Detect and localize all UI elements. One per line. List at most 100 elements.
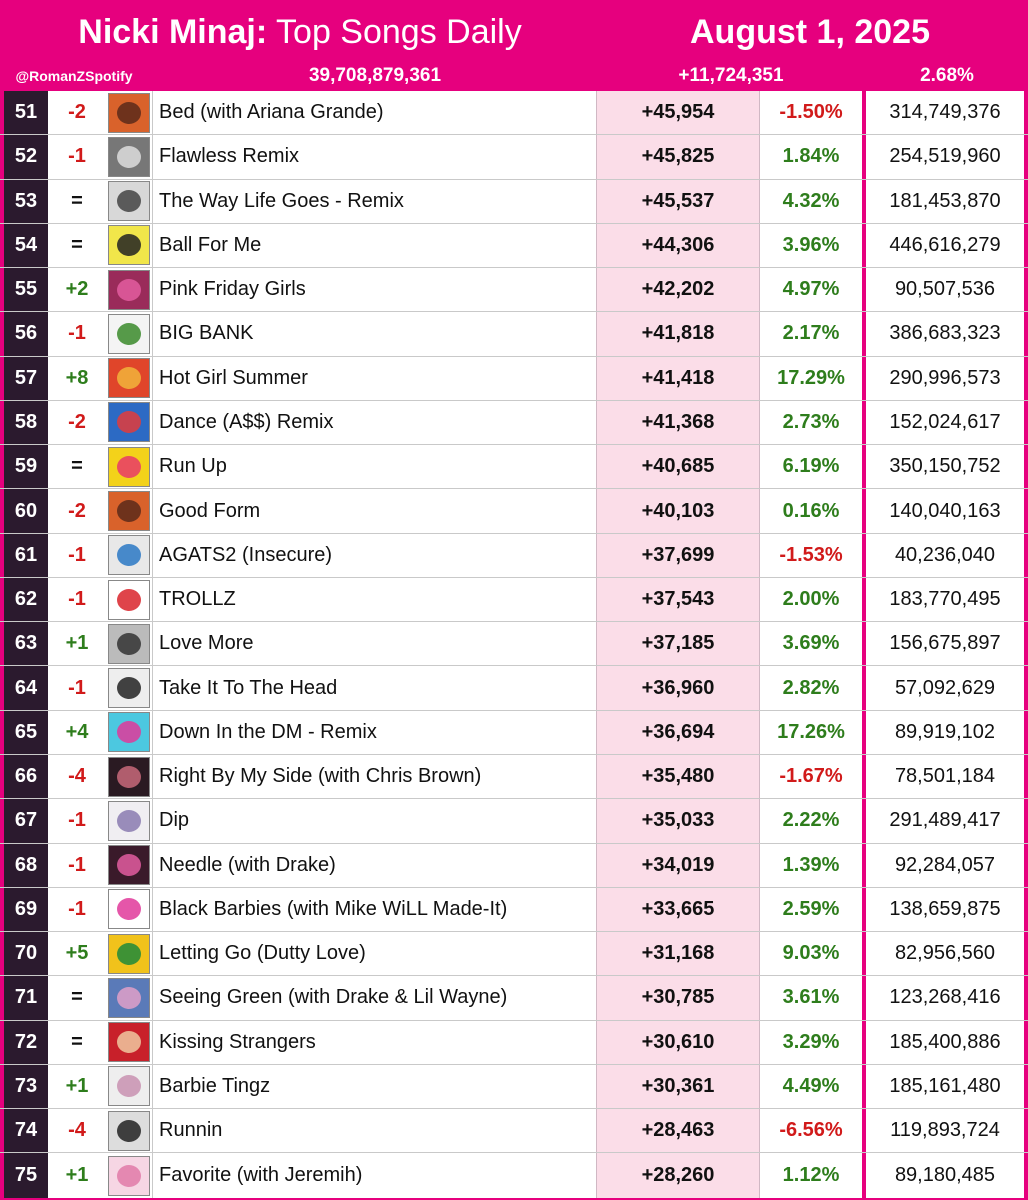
table-row: 67 -1 Dip +35,033 2.22% 291,489,417: [0, 799, 1028, 844]
song-title-cell: The Way Life Goes - Remix: [152, 179, 596, 223]
album-art: [108, 712, 150, 753]
rank-change-cell: =: [48, 223, 106, 268]
rank-cell: 69: [4, 887, 48, 932]
daily-pct-cell: 2.82%: [760, 666, 862, 710]
daily-streams-cell: +45,537: [596, 179, 760, 223]
song-title-cell: Good Form: [152, 489, 596, 533]
daily-streams-cell: +37,699: [596, 533, 760, 577]
song-title-cell: Ball For Me: [152, 223, 596, 268]
table-edge: [1024, 312, 1028, 356]
column-divider: [862, 179, 866, 223]
song-title-cell: Hot Girl Summer: [152, 356, 596, 400]
daily-pct-cell: -1.53%: [760, 533, 862, 577]
total-streams-cell: 123,268,416: [866, 976, 1024, 1020]
table-row: 65 +4 Down In the DM - Remix +36,694 17.26% 8…: [0, 710, 1028, 755]
table-row: 60 -2 Good Form +40,103 0.16% 140,040,163: [0, 489, 1028, 534]
table-row: 58 -2 Dance (A$$) Remix +41,368 2.73% 152,024…: [0, 400, 1028, 446]
song-title-cell: Bed (with Ariana Grande): [152, 91, 596, 135]
song-title-cell: BIG BANK: [152, 312, 596, 356]
total-streams-cell: 185,400,886: [866, 1020, 1024, 1064]
column-divider: [862, 932, 866, 976]
album-art-cell: [106, 666, 152, 710]
total-streams-cell: 181,453,870: [866, 179, 1024, 223]
rank-change-cell: +2: [48, 268, 106, 312]
table-row: 52 -1 Flawless Remix +45,825 1.84% 254,519,96…: [0, 135, 1028, 180]
rank-change-cell: =: [48, 1020, 106, 1064]
album-art: [108, 446, 150, 487]
rank-cell: 66: [4, 754, 48, 799]
rank-cell: 51: [4, 91, 48, 135]
daily-streams-cell: +37,185: [596, 622, 760, 666]
album-art-cell: [106, 799, 152, 843]
total-streams-cell: 119,893,724: [866, 1109, 1024, 1153]
table-row: 54 = Ball For Me +44,306 3.96% 446,616,279: [0, 223, 1028, 269]
daily-streams-cell: +31,168: [596, 932, 760, 976]
daily-streams-cell: +41,818: [596, 312, 760, 356]
album-art-cell: [106, 489, 152, 533]
album-art-cell: [106, 268, 152, 312]
album-art-cell: [106, 1064, 152, 1109]
total-streams-cell: 386,683,323: [866, 312, 1024, 356]
column-divider: [862, 400, 866, 445]
album-art-cell: [106, 445, 152, 489]
album-art: [108, 1066, 150, 1107]
album-art-cell: [106, 622, 152, 666]
song-title-cell: Barbie Tingz: [152, 1064, 596, 1109]
daily-pct-cell: 17.26%: [760, 710, 862, 754]
table-edge: [1024, 445, 1028, 489]
column-divider: [862, 91, 866, 135]
daily-pct-cell: 2.73%: [760, 400, 862, 445]
songs-table: 51 -2 Bed (with Ariana Grande) +45,954 -1.50…: [0, 91, 1028, 1198]
table-row: 61 -1 AGATS2 (Insecure) +37,699 -1.53% 40,236…: [0, 533, 1028, 578]
album-art: [108, 579, 150, 620]
rank-cell: 71: [4, 976, 48, 1020]
daily-streams-cell: +41,368: [596, 400, 760, 445]
table-row: 74 -4 Runnin +28,463 -6.56% 119,893,724: [0, 1109, 1028, 1154]
song-title-cell: Kissing Strangers: [152, 1020, 596, 1064]
daily-streams-cell: +28,463: [596, 1109, 760, 1153]
album-art-cell: [106, 135, 152, 179]
column-divider: [862, 268, 866, 312]
song-title-cell: Dip: [152, 799, 596, 843]
table-edge: [1024, 710, 1028, 754]
song-title-cell: Love More: [152, 622, 596, 666]
album-art: [108, 136, 150, 177]
daily-pct-cell: 1.84%: [760, 135, 862, 179]
column-divider: [862, 135, 866, 179]
total-streams-cell: 140,040,163: [866, 489, 1024, 533]
total-streams-cell: 82,956,560: [866, 932, 1024, 976]
album-art: [108, 491, 150, 532]
album-art: [108, 933, 150, 974]
table-edge: [1024, 887, 1028, 932]
rank-change-cell: +1: [48, 1064, 106, 1109]
album-art-cell: [106, 91, 152, 135]
daily-pct-total: 2.68%: [920, 65, 974, 86]
table-edge: [1024, 356, 1028, 400]
rank-cell: 59: [4, 445, 48, 489]
album-art: [108, 225, 150, 266]
rank-change-cell: -1: [48, 887, 106, 932]
song-title-cell: Run Up: [152, 445, 596, 489]
total-streams-cell: 78,501,184: [866, 754, 1024, 799]
rank-cell: 55: [4, 268, 48, 312]
table-edge: [1024, 843, 1028, 887]
table-edge: [1024, 1109, 1028, 1153]
song-title-cell: Take It To The Head: [152, 666, 596, 710]
column-divider: [862, 666, 866, 710]
album-art-cell: [106, 179, 152, 223]
daily-streams-cell: +44,306: [596, 223, 760, 268]
album-art-cell: [106, 577, 152, 622]
daily-streams-cell: +36,694: [596, 710, 760, 754]
rank-change-cell: -2: [48, 400, 106, 445]
total-streams-cell: 290,996,573: [866, 356, 1024, 400]
album-art: [108, 668, 150, 709]
rank-change-cell: -1: [48, 666, 106, 710]
column-divider: [862, 1153, 866, 1198]
table-edge: [1024, 577, 1028, 622]
album-art: [108, 756, 150, 797]
table-row: 73 +1 Barbie Tingz +30,361 4.49% 185,161,480: [0, 1064, 1028, 1110]
album-art: [108, 92, 150, 133]
song-title-cell: Black Barbies (with Mike WiLL Made-It): [152, 887, 596, 932]
table-edge: [1024, 932, 1028, 976]
